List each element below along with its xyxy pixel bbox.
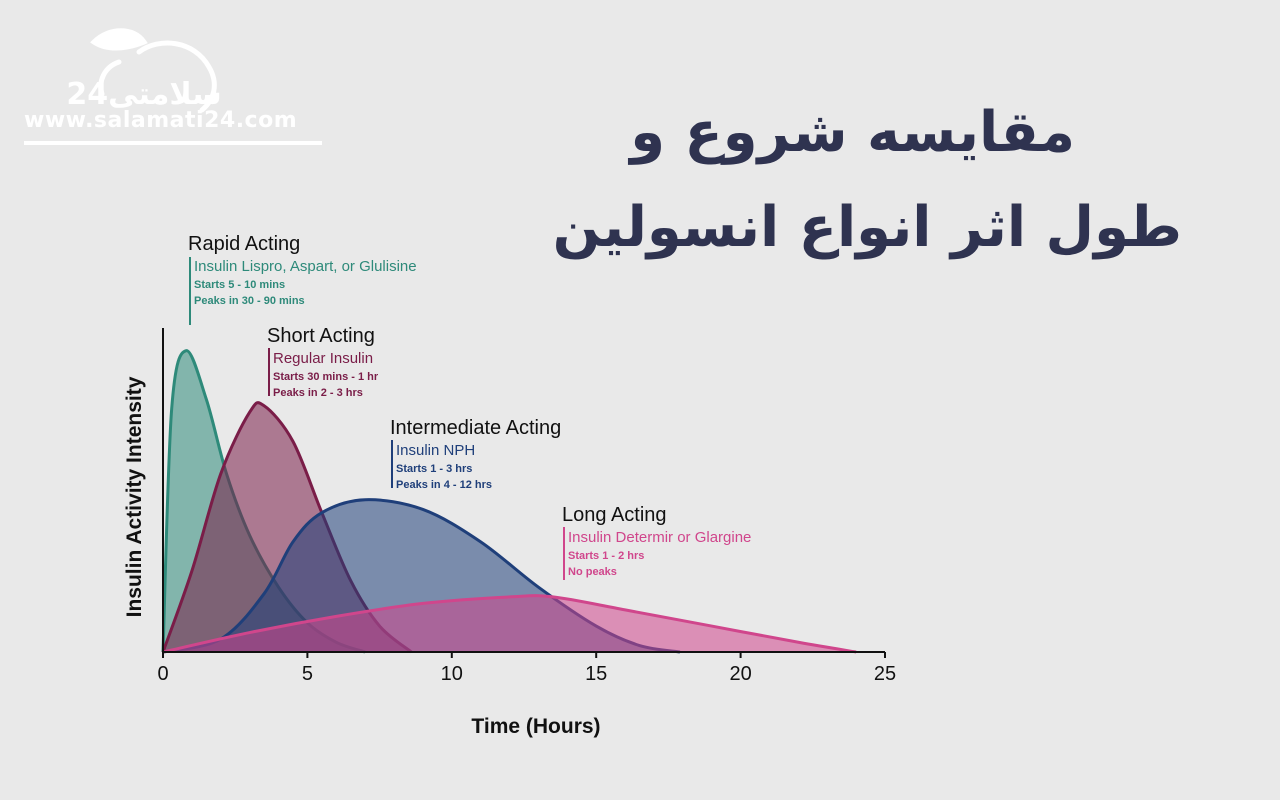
series-starts: Starts 5 - 10 mins <box>194 279 285 291</box>
rapid-annotation: Rapid Acting Insulin Lispro, Aspart, or G… <box>188 233 417 325</box>
series-peaks: No peaks <box>568 566 617 578</box>
x-tick-label: 20 <box>729 663 751 685</box>
x-axis-label: Time (Hours) <box>471 715 600 738</box>
axes <box>162 328 885 653</box>
series-peaks: Peaks in 2 - 3 hrs <box>273 387 363 399</box>
long-area <box>163 595 857 652</box>
apple-leaf-icon <box>90 28 217 113</box>
short-annotation: Short Acting Regular Insulin Starts 30 min… <box>267 325 379 399</box>
series-drug: Insulin NPH <box>396 442 475 459</box>
series-name: Intermediate Acting <box>390 417 561 439</box>
x-tick-label: 10 <box>441 663 463 685</box>
long-line <box>162 594 857 654</box>
site-url[interactable]: www.salamati24.com <box>24 108 298 133</box>
x-ticks: 0 5 10 15 20 25 <box>157 652 896 685</box>
page-title-line-2: طول اثر انواع انسولین <box>552 195 1182 260</box>
chart-areas <box>161 349 857 654</box>
intermediate-annotation: Intermediate Acting Insulin NPH Starts 1 -… <box>390 417 561 491</box>
x-tick-label: 0 <box>157 663 168 685</box>
x-tick-label: 5 <box>302 663 313 685</box>
series-drug: Insulin Determir or Glargine <box>568 529 751 546</box>
x-tick-label: 25 <box>874 663 896 685</box>
page-title-line-1: مقایسه شروع و <box>630 100 1075 165</box>
x-tick-label: 15 <box>585 663 607 685</box>
long-annotation: Long Acting Insulin Determir or Glargine S… <box>562 504 751 580</box>
series-peaks: Peaks in 30 - 90 mins <box>194 295 305 307</box>
series-name: Short Acting <box>267 325 375 347</box>
y-axis-label: Insulin Activity Intensity <box>123 376 146 617</box>
logo-text: سلامتی24 <box>66 77 221 112</box>
url-underline <box>24 141 322 145</box>
series-name: Rapid Acting <box>188 233 300 255</box>
brand-logo: سلامتی24 <box>66 28 222 113</box>
series-drug: Insulin Lispro, Aspart, or Glulisine <box>194 258 417 275</box>
series-starts: Starts 1 - 2 hrs <box>568 550 644 562</box>
series-starts: Starts 1 - 3 hrs <box>396 463 472 475</box>
series-name: Long Acting <box>562 504 667 526</box>
series-annotations: Rapid Acting Insulin Lispro, Aspart, or G… <box>188 233 751 580</box>
series-starts: Starts 30 mins - 1 hr <box>273 371 379 383</box>
series-peaks: Peaks in 4 - 12 hrs <box>396 479 492 491</box>
series-drug: Regular Insulin <box>273 350 373 367</box>
